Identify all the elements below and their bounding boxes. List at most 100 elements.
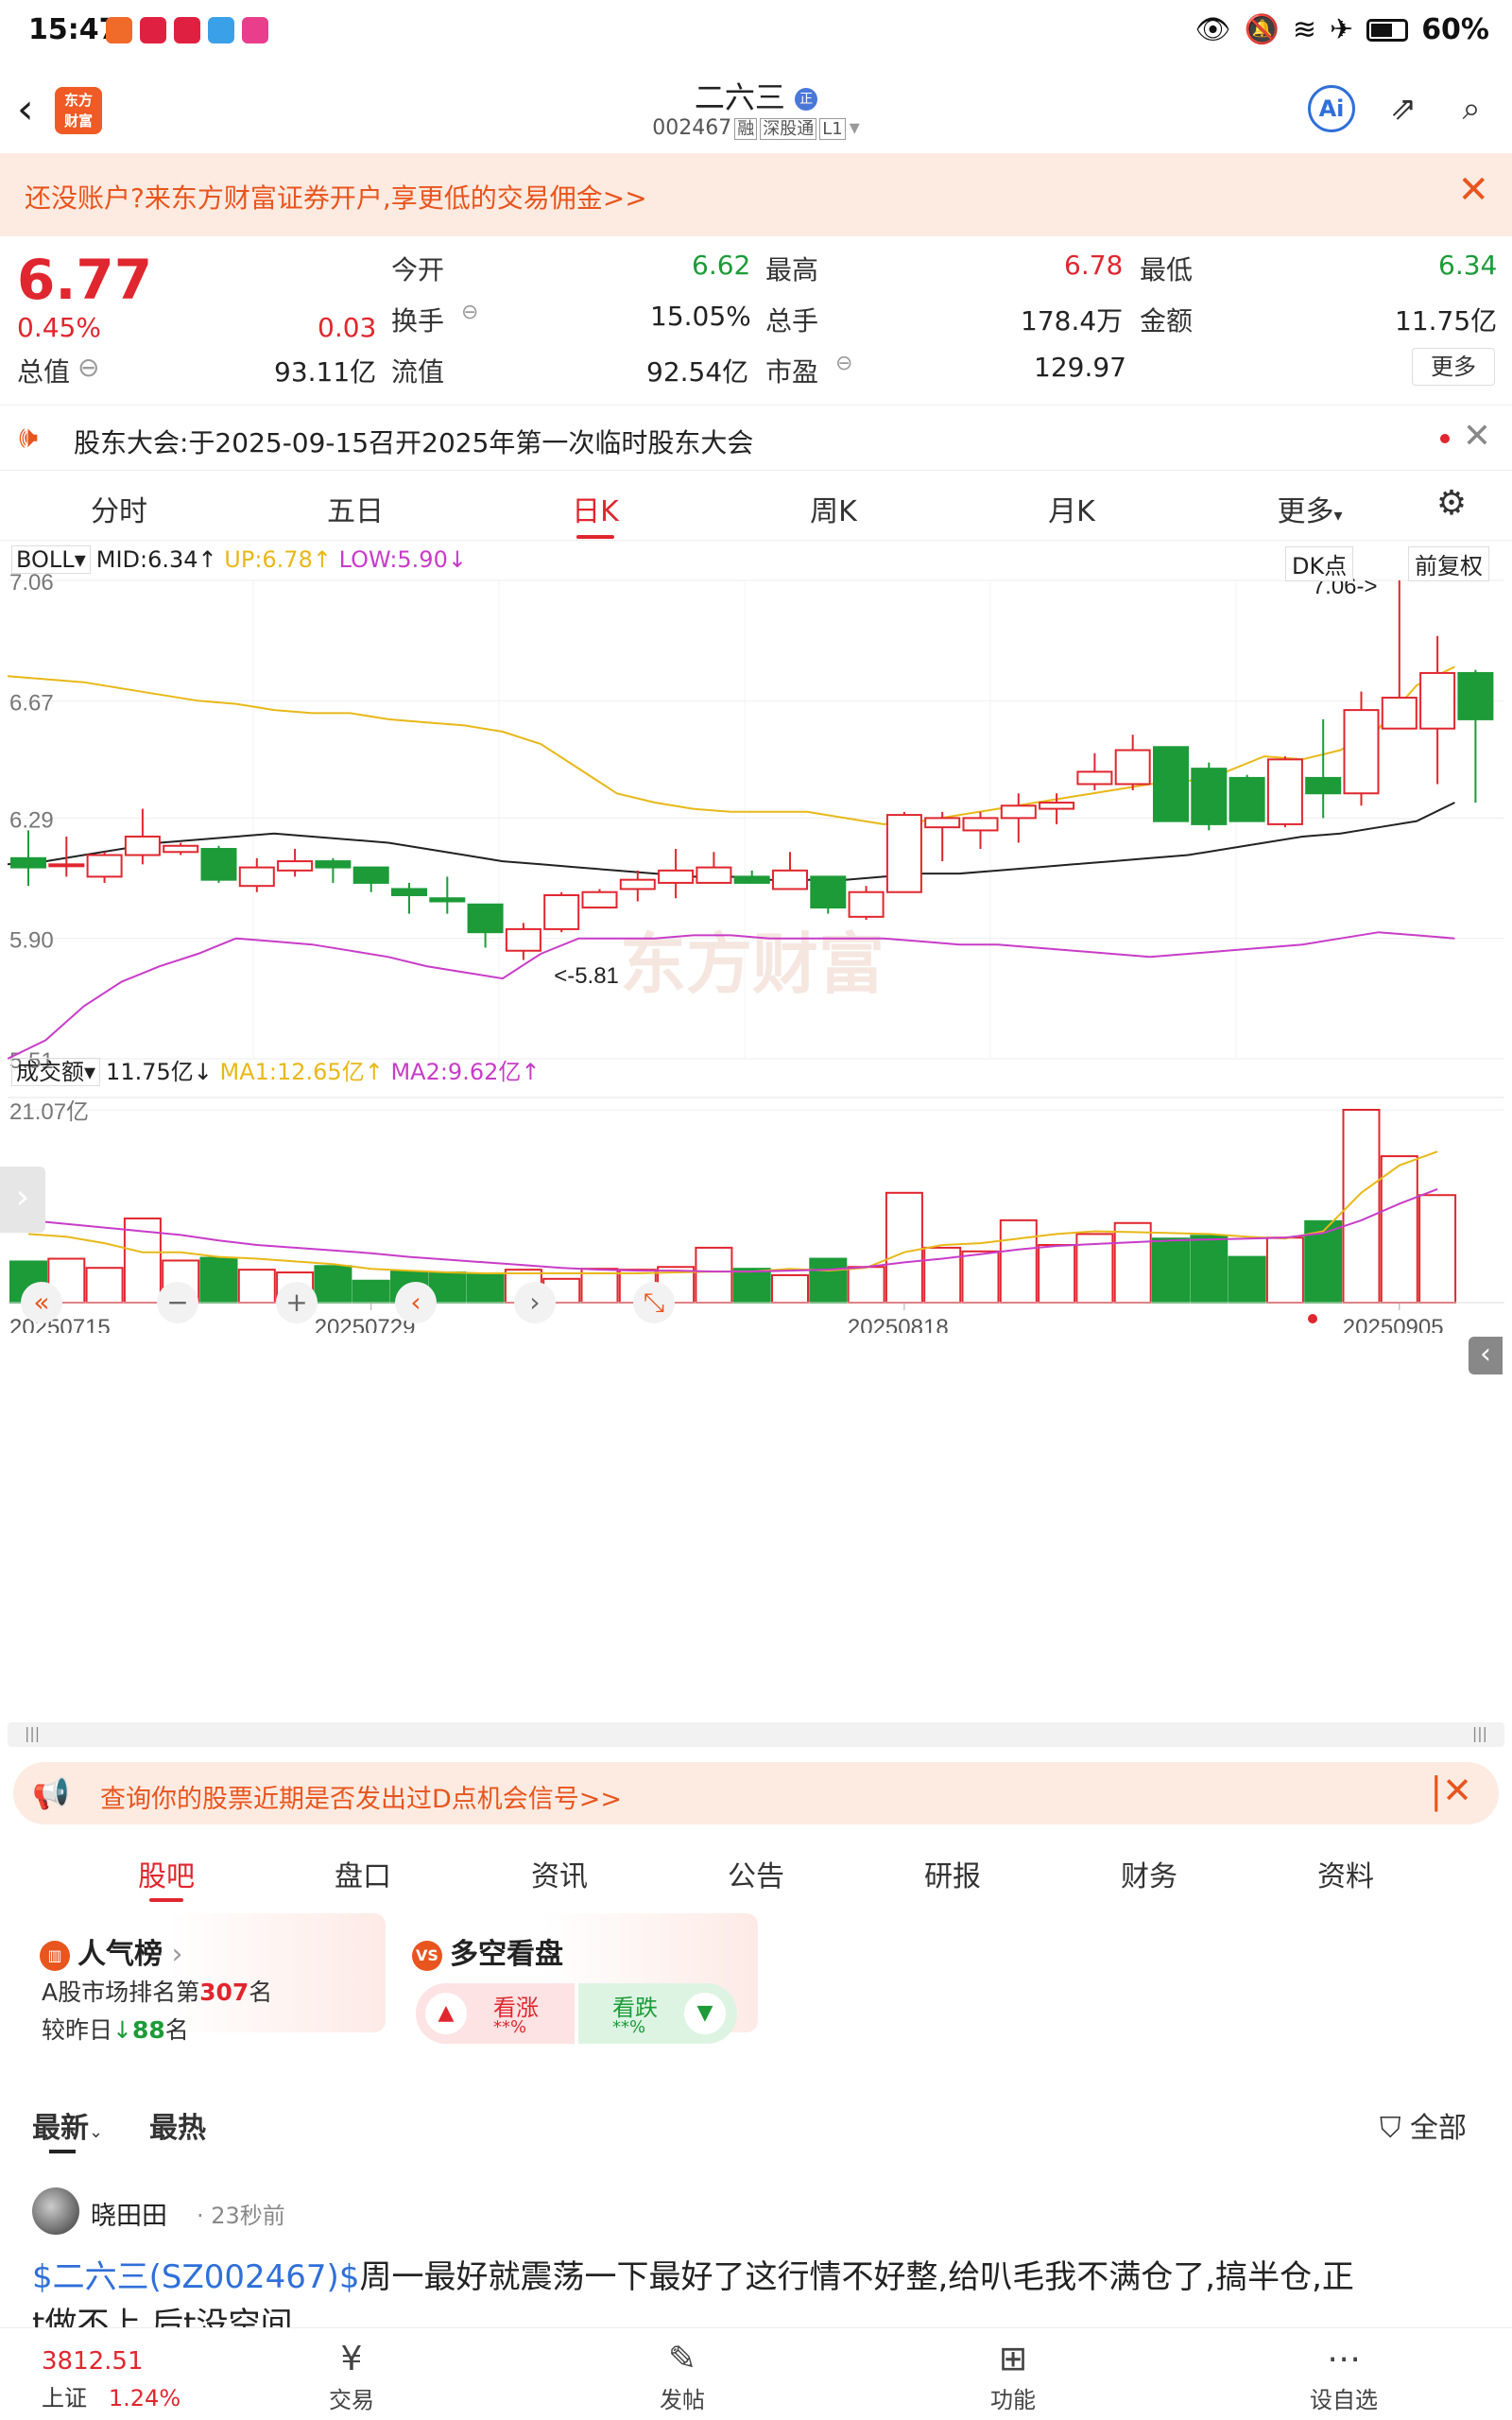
tab-hottest[interactable]: 最热 [149,2112,206,2145]
tab-monthly-k[interactable]: 月K [1048,495,1095,528]
search-icon[interactable]: ⌕ [1462,90,1481,128]
info-icon[interactable]: ⊖ [77,352,100,383]
zoom-out-icon[interactable]: − [157,1282,198,1323]
back-arrow-icon[interactable]: ‹ [17,85,34,133]
volume-bar [1418,1194,1457,1304]
app-logo[interactable]: 东方 财富 [55,87,102,134]
price-tick-label: 6.67 [9,690,54,716]
close-icon[interactable]: |✕ [1430,1770,1472,1811]
collapse-panel-tab[interactable]: ‹ [1469,1337,1503,1374]
scroll-grip-icon[interactable]: ||| [1471,1724,1487,1742]
volume-bar [885,1191,923,1305]
info-icon[interactable]: ⊖ [835,352,853,375]
tab-five-day[interactable]: 五日 [327,495,384,528]
tab-daily-k[interactable]: 日K [539,488,652,539]
price-tick-label: 5.90 [9,928,54,954]
volume-value: 11.75亿↓ [106,1059,213,1085]
scroll-grip-icon[interactable]: ||| [25,1724,41,1742]
tab-financials[interactable]: 财务 [1121,1860,1177,1893]
indicator-selector[interactable]: BOLL▾ [11,545,91,574]
tab-latest[interactable]: 最新⌄ [32,2104,103,2153]
tag-level: L1 [819,118,846,140]
vote-bull-button[interactable]: ▲ 看涨 **% [416,1983,575,2044]
chart-area[interactable]: 7.06 6.67 6.29 5.90 5.51 东方财富 7.06-> <-5.81 21.0… [0,543,1504,1374]
bear-label: 看跌 [612,1995,658,2021]
volume-bar [923,1246,962,1304]
kline-chart[interactable]: 7.066.676.295.905.51东方财富7.06-><-5.8121.0… [8,543,1504,1333]
d-point-text[interactable]: 查询你的股票近期是否发出过D点机会信号>> [100,1785,623,1814]
settings-gear-icon[interactable]: ⚙ [1435,484,1468,523]
zoom-in-icon[interactable]: + [276,1282,318,1323]
rank-number: 307 [199,1979,249,2006]
rewind-icon[interactable]: « [21,1282,62,1323]
stock-code: 002467 [652,116,732,140]
volume-indicator-selector[interactable]: 成交额▾ [11,1058,101,1086]
account-promo-banner[interactable]: 还没账户?来东方财富证券开户,享更低的交易佣金>> ✕ [0,153,1512,236]
avatar[interactable] [32,2187,79,2235]
status-time: 15:47 [28,13,119,46]
volume-legend: 成交额▾ 11.75亿↓ MA1:12.65亿↑ MA2:9.62亿↑ [11,1053,540,1086]
rank-icon: ▥ [40,1940,70,1971]
tab-weekly-k[interactable]: 周K [810,495,857,528]
scroll-right-icon[interactable]: › [514,1282,556,1323]
rank-prefix: A股市场排名第 [42,1979,200,2006]
candle-body [696,866,732,884]
vote-bear-button[interactable]: 看跌 **% ▼ [578,1983,737,2044]
forum-post[interactable]: 晓田田 · 23秒前 $二六三(SZ002467)$周一最好就震荡一下最好了这行… [0,2174,1512,2343]
scroll-left-icon[interactable]: ‹ [395,1282,437,1323]
signal-dot [1308,1314,1317,1323]
battery-level: 60% [1421,13,1489,46]
chevron-right-icon: › [163,1938,183,1971]
close-icon[interactable]: ✕ [1457,168,1489,212]
ai-icon[interactable]: Ai [1308,85,1355,132]
close-icon[interactable]: ✕ [1462,417,1491,456]
bull-bear-card[interactable]: VS 多空看盘 ▲ 看涨 **% 看跌 **% ▼ [397,1913,758,2044]
volume-bar [199,1256,238,1305]
nav-post[interactable]: ✎ 发帖 [626,2340,739,2414]
volume-bar [809,1257,848,1305]
nav-add-watchlist[interactable]: ⋯ 设自选 [1287,2340,1400,2414]
index-ticker[interactable]: 3812.51 上证 1.24% [42,2347,180,2412]
nav-functions[interactable]: ⊞ 功能 [956,2340,1070,2414]
tab-announcements[interactable]: 公告 [728,1860,784,1893]
fullscreen-icon[interactable]: ⤡ [633,1282,675,1323]
volume-bar [1113,1221,1152,1304]
tab-intraday[interactable]: 分时 [91,495,147,528]
price-adjust-button[interactable]: 前复权 [1408,546,1489,581]
stock-code-selector[interactable]: 002467 融深股通 L1 ▾ [0,115,1512,140]
candle-body [1191,768,1228,825]
app-notification-icon [242,17,268,43]
notice-text[interactable]: 股东大会:于2025-09-15召开2025年第一次临时股东大会 [74,427,754,458]
dk-point-button[interactable]: DK点 [1285,546,1354,581]
chart-scrollbar[interactable]: ||| ||| [8,1722,1504,1747]
info-icon[interactable]: ⊖ [461,301,479,324]
d-point-banner[interactable]: 📢 查询你的股票近期是否发出过D点机会信号>> |✕ [13,1762,1499,1824]
nav-trade[interactable]: ¥ 交易 [295,2340,408,2414]
post-username[interactable]: 晓田田 [91,2202,167,2231]
high-value: 6.78 [1064,250,1124,281]
share-icon[interactable]: ⇗ [1389,90,1418,128]
low-value: 6.34 [1438,250,1498,281]
candle-body [238,866,275,888]
high-label: 最高 [765,254,819,285]
tab-order-book[interactable]: 盘口 [335,1860,391,1893]
tab-profile[interactable]: 资料 [1317,1860,1374,1893]
tab-more[interactable]: 更多▾ [1253,488,1366,529]
yen-icon: ¥ [340,2340,363,2378]
app-notification-icon [174,17,200,43]
stock-link[interactable]: $二六三(SZ002467)$ [32,2258,360,2296]
left-expand-tab[interactable]: › [0,1167,45,1233]
tab-forum[interactable]: 股吧 [110,1853,223,1902]
promo-text[interactable]: 还没账户?来东方财富证券开户,享更低的交易佣金>> [25,182,647,214]
volume-bar [1038,1244,1076,1304]
notice-bar[interactable]: 🕪 股东大会:于2025-09-15召开2025年第一次临时股东大会 ✕ [0,405,1512,471]
tab-research[interactable]: 研报 [924,1860,981,1893]
filter-button[interactable]: ⛉ 全部 [1380,2104,1467,2146]
change-amount: 0.03 [318,312,377,343]
tab-news[interactable]: 资讯 [531,1860,588,1893]
more-dots-icon: ⋯ [1327,2340,1361,2378]
rank-change-prefix: 较昨日 [42,2016,113,2044]
popularity-card[interactable]: ▥ 人气榜 › A股市场排名第307名 较昨日↓88名 [25,1913,386,2044]
more-quote-button[interactable]: 更多 [1412,348,1495,386]
volume-label: 总手 [765,305,819,337]
